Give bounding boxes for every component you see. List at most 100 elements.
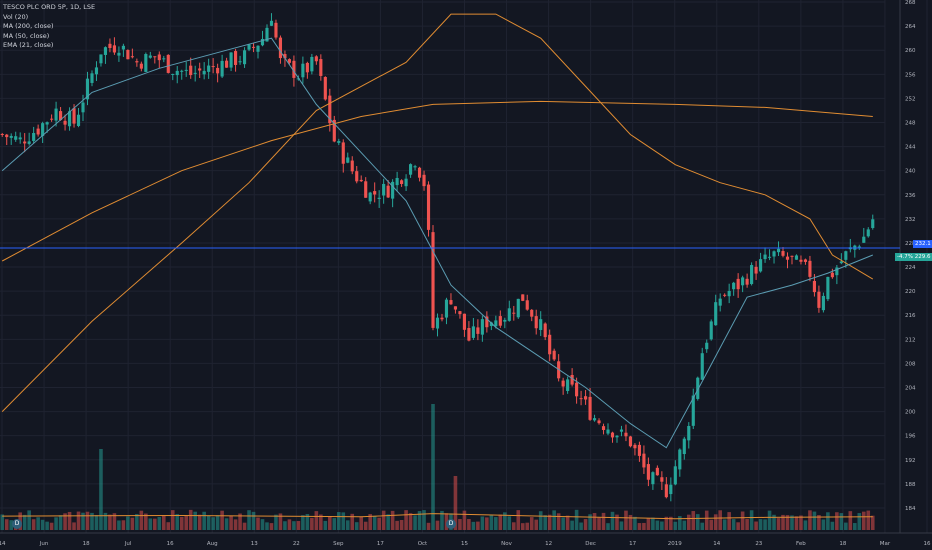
volume-bar bbox=[704, 510, 709, 530]
volume-bar bbox=[220, 510, 224, 530]
candle-body bbox=[9, 135, 13, 138]
candle-body bbox=[754, 266, 758, 274]
candle-body bbox=[229, 52, 233, 68]
candle-body bbox=[871, 219, 875, 228]
candle-body bbox=[664, 484, 668, 498]
candle-body bbox=[718, 298, 722, 306]
x-tick-label: 13 bbox=[251, 541, 258, 547]
volume-bar bbox=[265, 522, 269, 530]
volume-bar bbox=[386, 514, 390, 530]
y-tick-label: 204 bbox=[905, 386, 916, 392]
y-tick-label: 196 bbox=[905, 434, 916, 440]
volume-bar bbox=[713, 514, 718, 530]
volume-bar bbox=[372, 516, 377, 530]
ema21-line bbox=[1, 37, 873, 449]
candle-body bbox=[193, 72, 197, 74]
candle-body bbox=[826, 276, 830, 300]
candle-body bbox=[646, 464, 650, 480]
candle-body bbox=[94, 67, 99, 75]
candle-body bbox=[175, 70, 179, 76]
candle-body bbox=[32, 132, 36, 141]
volume-bar bbox=[745, 519, 749, 530]
volume-bar bbox=[431, 404, 435, 530]
volume-bar bbox=[870, 515, 875, 530]
volume-bar bbox=[606, 523, 610, 530]
legend-ema21: EMA (21, close) bbox=[3, 41, 54, 49]
candle-body bbox=[355, 171, 359, 182]
volume-bar bbox=[197, 514, 202, 530]
volume-bar bbox=[574, 509, 579, 530]
volume-bar bbox=[525, 522, 530, 530]
candle-body bbox=[404, 178, 408, 187]
candle-body bbox=[781, 251, 785, 256]
candle-body bbox=[112, 45, 116, 53]
candle-body bbox=[377, 197, 381, 199]
candle-body bbox=[14, 136, 18, 140]
volume-bar bbox=[247, 510, 251, 530]
volume-bar bbox=[377, 517, 381, 530]
candle-body bbox=[184, 69, 188, 71]
volume-bar bbox=[85, 511, 90, 530]
candle-body bbox=[516, 298, 520, 318]
candle-body bbox=[274, 22, 278, 38]
volume-bar bbox=[287, 519, 292, 530]
volume-bar bbox=[336, 512, 341, 530]
candle-body bbox=[821, 295, 825, 311]
volume-bar bbox=[853, 523, 857, 530]
candle-body bbox=[561, 380, 565, 387]
y-tick-label: 188 bbox=[905, 482, 916, 488]
volume-bar bbox=[507, 516, 512, 530]
dividend-marker-2[interactable]: D bbox=[446, 519, 456, 529]
candle-body bbox=[606, 429, 610, 434]
volume-bar bbox=[278, 513, 283, 530]
candle-body bbox=[727, 290, 731, 297]
volume-bar bbox=[256, 517, 260, 530]
volume-bar bbox=[857, 513, 862, 530]
candle-body bbox=[530, 309, 534, 317]
candle-body bbox=[54, 108, 58, 121]
volume-bar bbox=[637, 523, 642, 530]
candle-body bbox=[566, 379, 570, 392]
candle-body bbox=[610, 432, 615, 438]
candle-body bbox=[480, 319, 484, 335]
volume-bar bbox=[233, 519, 238, 530]
candle-body bbox=[305, 62, 309, 73]
volume-bar bbox=[94, 515, 99, 530]
volume-bar bbox=[583, 519, 588, 530]
x-tick-label: 16 bbox=[924, 541, 931, 547]
y-tick-label: 256 bbox=[905, 72, 916, 78]
candle-body bbox=[211, 66, 215, 68]
x-tick-label: 14 bbox=[0, 541, 6, 547]
volume-bar bbox=[4, 519, 9, 530]
volume-bar bbox=[570, 520, 574, 530]
volume-bar bbox=[417, 511, 422, 530]
candle-body bbox=[619, 429, 624, 432]
candle-body bbox=[166, 54, 170, 73]
volume-bar bbox=[202, 511, 206, 530]
candle-body bbox=[108, 43, 112, 49]
dividend-marker-1[interactable]: D bbox=[12, 519, 22, 529]
volume-bar bbox=[283, 521, 287, 530]
volume-bar bbox=[839, 513, 844, 530]
candle-body bbox=[171, 73, 175, 75]
candle-body bbox=[507, 308, 511, 321]
candle-body bbox=[673, 466, 677, 485]
candle-body bbox=[50, 118, 54, 120]
candle-body bbox=[624, 432, 628, 437]
volume-bar bbox=[480, 516, 485, 530]
x-tick-label: 14 bbox=[713, 541, 720, 547]
candle-body bbox=[157, 54, 161, 61]
candle-body bbox=[597, 420, 601, 424]
candle-body bbox=[521, 294, 525, 301]
volume-bar bbox=[161, 515, 166, 530]
y-tick-label: 192 bbox=[905, 458, 916, 464]
candle-body bbox=[449, 300, 453, 305]
volume-bar bbox=[435, 520, 440, 530]
candle-body bbox=[373, 191, 377, 195]
volume-bar bbox=[229, 515, 233, 530]
candle-body bbox=[90, 73, 94, 83]
volume-bar bbox=[462, 510, 467, 530]
volume-bar bbox=[36, 517, 40, 530]
volume-bar bbox=[319, 514, 323, 530]
